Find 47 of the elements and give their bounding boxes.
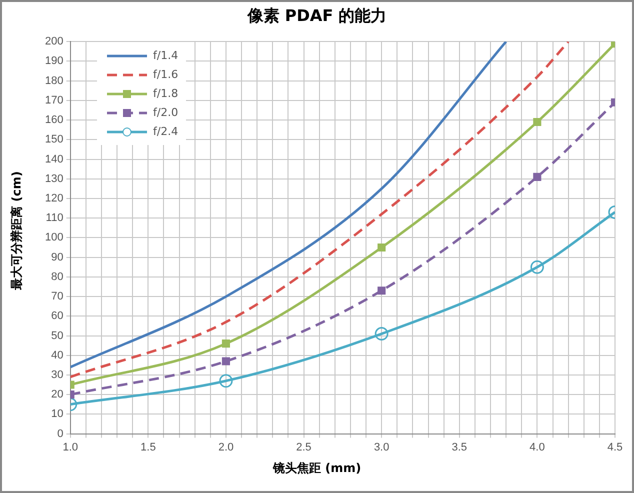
chart-title: 像素 PDAF 的能力 bbox=[246, 6, 388, 27]
y-tick-label: 100 bbox=[44, 232, 64, 244]
point bbox=[219, 374, 233, 388]
y-tick-label: 130 bbox=[44, 172, 64, 185]
y-tick-label: 190 bbox=[44, 55, 64, 68]
x-axis-title: 镜头焦距 (mm) bbox=[272, 460, 362, 477]
x-tick-label: 1.5 bbox=[140, 441, 156, 454]
y-tick-label: 70 bbox=[51, 290, 64, 303]
y-tick-label: 40 bbox=[51, 349, 64, 362]
x-tick-label: 2.5 bbox=[296, 441, 312, 454]
y-tick-label: 140 bbox=[44, 153, 64, 166]
y-tick-label: 20 bbox=[51, 388, 64, 401]
y-tick-label: 180 bbox=[44, 74, 64, 87]
legend-label: f/1.4 bbox=[153, 49, 178, 62]
y-axis-title: 最大可分辨距离 (cm) bbox=[8, 170, 24, 292]
legend-label: f/1.6 bbox=[153, 68, 178, 81]
x-tick-label: 3.5 bbox=[452, 441, 468, 454]
y-tick-label: 90 bbox=[51, 251, 64, 264]
legend-label: f/2.4 bbox=[153, 125, 178, 138]
x-tick-label: 4.0 bbox=[530, 441, 545, 454]
x-tick-label: 1.0 bbox=[62, 441, 78, 454]
legend-label: f/2.0 bbox=[153, 106, 178, 119]
point bbox=[374, 327, 388, 341]
y-tick-label: 120 bbox=[44, 192, 64, 205]
y-tick-label: 0 bbox=[57, 428, 64, 440]
x-tick-label: 2.0 bbox=[218, 441, 234, 454]
point bbox=[222, 340, 230, 348]
y-tick-label: 10 bbox=[51, 408, 64, 420]
point bbox=[530, 260, 544, 274]
point bbox=[533, 118, 542, 126]
point bbox=[378, 243, 386, 252]
x-tick-label: 3.0 bbox=[374, 441, 390, 454]
line-series bbox=[70, 42, 508, 368]
point bbox=[222, 357, 230, 366]
y-tick-label: 80 bbox=[51, 270, 64, 283]
x-tick-label: 4.5 bbox=[607, 441, 623, 454]
y-tick-label: 150 bbox=[44, 134, 64, 146]
y-tick-label: 50 bbox=[51, 330, 64, 342]
y-tick-label: 60 bbox=[51, 310, 64, 322]
point bbox=[533, 172, 542, 181]
point bbox=[378, 286, 386, 295]
y-tick-label: 200 bbox=[44, 36, 64, 48]
y-tick-label: 110 bbox=[46, 212, 64, 224]
legend-label: f/1.8 bbox=[153, 87, 178, 100]
y-tick-label: 170 bbox=[44, 94, 64, 106]
y-tick-label: 30 bbox=[51, 369, 64, 381]
y-tick-label: 160 bbox=[44, 114, 64, 126]
